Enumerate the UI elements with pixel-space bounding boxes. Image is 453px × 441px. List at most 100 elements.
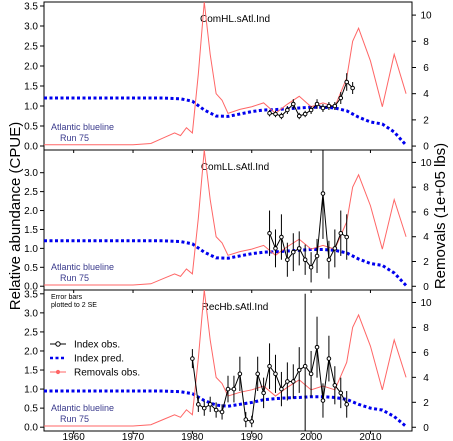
x-tick-label: 1990 — [241, 432, 264, 441]
y-tick-label-right: 6 — [423, 207, 429, 218]
legend-label-index-pred: Index pred. — [74, 354, 124, 365]
y-tick-label-left: 3.0 — [24, 22, 38, 33]
index-obs-point — [326, 103, 332, 109]
index-obs-point — [279, 386, 284, 392]
index-obs-point — [267, 230, 272, 236]
y-tick-label-right: 2 — [423, 398, 429, 409]
y-axis-label-right: Removals (1e+05 lbs) — [432, 143, 449, 289]
index-obs-point — [308, 264, 314, 270]
y-tick-label-left: 1.0 — [24, 244, 38, 255]
index-obs-point — [338, 390, 344, 396]
series-removals-obs — [44, 149, 407, 286]
index-obs-point — [267, 363, 272, 369]
panel-title: RecHb.sAtl.Ind — [202, 302, 269, 313]
y-tick-label-right: 0 — [423, 423, 429, 434]
index-obs-point — [344, 79, 350, 85]
legend: Index obs. Index pred. Removals obs. — [50, 340, 140, 379]
panel-note-line1: Atlantic blueline — [51, 262, 114, 272]
index-obs-point — [267, 110, 272, 116]
index-pred-line — [44, 389, 408, 428]
panel-1: 0.0 0.5 1.0 1.5 2.0 2.5 3.0 3.5 0 2 4 6 8 10 ComHL.sAt… — [24, 1, 432, 153]
index-obs-point — [344, 402, 350, 407]
y-tick-label-left: 3.5 — [24, 289, 38, 300]
series-index-pred — [44, 96, 408, 147]
index-obs-point — [350, 85, 355, 91]
index-obs-point — [261, 390, 266, 396]
y-tick-label-left: 0.0 — [24, 282, 38, 293]
index-obs-point — [219, 409, 225, 415]
y-axis-label-left: Relative abundance (CPUE) — [7, 122, 24, 310]
error-note-line1: Error bars — [51, 294, 83, 301]
series-index-pred — [44, 239, 408, 287]
legend-label-index-obs: Index obs. — [74, 340, 120, 351]
index-obs-point — [273, 111, 278, 117]
y-tick-label-left: 0.0 — [24, 142, 38, 153]
index-obs-point — [213, 407, 219, 413]
index-obs-point — [290, 101, 296, 107]
index-obs-point — [308, 371, 314, 377]
y-tick-label-left: 3.0 — [24, 168, 38, 179]
removals-line — [44, 149, 407, 286]
index-obs-point — [273, 246, 278, 251]
index-obs-point — [320, 191, 326, 196]
index-obs-point — [225, 386, 231, 392]
series-removals-obs — [44, 1, 407, 146]
y-tick-label-left: 2.5 — [24, 327, 38, 338]
x-tick-label: 2010 — [359, 432, 382, 441]
index-obs-point — [196, 402, 201, 407]
index-obs-point — [344, 234, 350, 240]
y-tick-label-right: 8 — [423, 323, 429, 334]
index-pred-line — [44, 96, 408, 147]
y-tick-label-left: 1.5 — [24, 82, 38, 93]
panel-3: 0.0 0.5 1.0 1.5 2.0 2.5 3.0 3.5 0 2 4 6 8 10 1960 1970 1… — [24, 289, 432, 441]
index-obs-point — [290, 379, 296, 384]
index-obs-point — [302, 363, 308, 369]
panels-container: 0.0 0.5 1.0 1.5 2.0 2.5 3.0 3.5 0 2 4 6 8 10 ComHL.sAt… — [24, 1, 432, 441]
panel-note-line2: Run 75 — [60, 414, 89, 424]
y-tick-label-right: 8 — [423, 37, 429, 48]
y-tick-label-left: 0.5 — [24, 404, 38, 415]
y-tick-label-right: 8 — [423, 183, 429, 194]
series-index-obs — [267, 150, 350, 283]
y-tick-label-left: 1.5 — [24, 225, 38, 236]
index-obs-point — [332, 103, 338, 109]
legend-marker-index-obs — [55, 341, 61, 347]
index-obs-point — [302, 111, 308, 117]
y-tick-label-right: 10 — [420, 298, 432, 309]
legend-marker-removals — [55, 369, 61, 375]
panel-note-line2: Run 75 — [60, 133, 89, 143]
y-tick-label-right: 6 — [423, 348, 429, 359]
index-obs-point — [249, 419, 255, 424]
y-tick-label-left: 1.0 — [24, 102, 38, 113]
index-obs-point — [279, 113, 284, 119]
y-tick-label-left: 2.0 — [24, 346, 38, 357]
index-obs-point — [285, 257, 290, 263]
index-obs-point — [231, 386, 237, 392]
y-tick-label-right: 4 — [423, 232, 429, 243]
index-obs-point — [207, 402, 213, 407]
y-tick-label-right: 0 — [423, 282, 429, 293]
y-tick-label-right: 2 — [423, 115, 429, 126]
index-obs-point — [302, 257, 308, 263]
index-obs-point — [308, 107, 314, 113]
index-obs-point — [314, 344, 320, 350]
index-obs-point — [290, 249, 296, 255]
y-tick-label-right: 2 — [423, 257, 429, 268]
y-tick-label-left: 0.5 — [24, 122, 38, 133]
index-obs-point — [320, 398, 326, 403]
index-obs-point — [285, 379, 290, 384]
index-obs-point — [273, 371, 278, 377]
index-obs-point — [243, 417, 249, 422]
index-obs-point — [332, 382, 338, 388]
index-obs-point — [255, 371, 260, 377]
series-index-pred — [44, 389, 408, 428]
index-obs-point — [338, 95, 344, 101]
y-tick-label-left: 2.0 — [24, 206, 38, 217]
panel-note-line2: Run 75 — [60, 273, 89, 283]
y-tick-label-left: 3.0 — [24, 308, 38, 319]
index-obs-point — [201, 405, 207, 411]
panel-frame — [43, 289, 413, 432]
y-tick-label-left: 2.0 — [24, 62, 38, 73]
index-obs-point — [338, 230, 344, 236]
panel-title: ComHL.sAtl.Ind — [200, 14, 270, 25]
